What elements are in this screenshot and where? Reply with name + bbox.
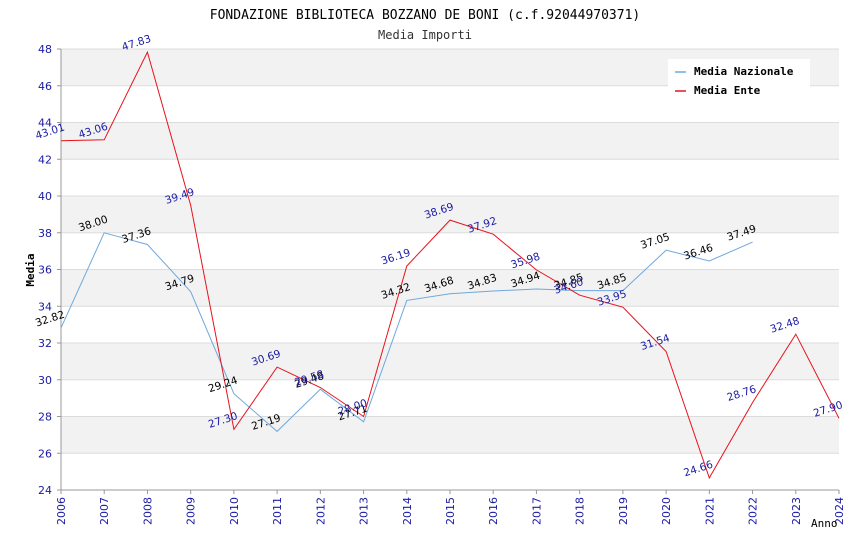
chart-title: FONDAZIONE BIBLIOTECA BOZZANO DE BONI (c… bbox=[210, 8, 640, 23]
axes bbox=[57, 48, 840, 494]
x-tick-label: 2019 bbox=[617, 497, 630, 525]
data-label: 36.19 bbox=[380, 247, 412, 268]
series-line-1 bbox=[60, 50, 840, 480]
x-tick-label: 2021 bbox=[703, 497, 716, 525]
band bbox=[61, 122, 839, 160]
y-tick-label: 36 bbox=[38, 264, 52, 277]
x-tick-label: 2018 bbox=[574, 497, 587, 525]
x-tick-label: 2016 bbox=[487, 497, 500, 525]
x-tick-label: 2009 bbox=[185, 497, 198, 525]
x-tick-label: 2013 bbox=[358, 497, 371, 525]
series-line-0 bbox=[60, 232, 753, 433]
band bbox=[61, 416, 839, 454]
background-bands bbox=[61, 49, 839, 454]
x-tick-label: 2012 bbox=[314, 497, 327, 525]
legend: Media Nazionale Media Ente bbox=[668, 59, 810, 101]
x-tick-label: 2020 bbox=[660, 497, 673, 525]
data-label: 35.98 bbox=[509, 251, 541, 272]
series-lines bbox=[60, 50, 840, 480]
y-tick-label: 40 bbox=[38, 190, 52, 203]
x-tick-label: 2022 bbox=[747, 497, 760, 525]
data-label: 36.46 bbox=[682, 242, 715, 263]
gridlines bbox=[61, 48, 839, 491]
y-tick-label: 46 bbox=[38, 80, 52, 93]
x-tick-label: 2015 bbox=[444, 497, 457, 525]
x-tick-label: 2007 bbox=[98, 497, 111, 525]
y-tick-label: 28 bbox=[38, 411, 52, 424]
x-tick-label: 2006 bbox=[55, 497, 68, 525]
x-tick-label: 2014 bbox=[401, 497, 414, 525]
data-label: 37.05 bbox=[639, 231, 671, 252]
x-tick-label: 2008 bbox=[141, 497, 154, 525]
y-tick-label: 34 bbox=[38, 300, 52, 313]
y-tick-label: 24 bbox=[38, 484, 52, 497]
x-tick-label: 2023 bbox=[790, 497, 803, 525]
y-axis-label: Media bbox=[24, 253, 37, 286]
x-tick-label: 2010 bbox=[228, 497, 241, 525]
chart-subtitle: Media Importi bbox=[378, 28, 472, 42]
y-tick-label: 30 bbox=[38, 374, 52, 387]
data-label: 32.48 bbox=[769, 315, 801, 336]
x-tick-labels: 2006 2007 2008 2009 2010 2011 2012 2013 2014 2015… bbox=[55, 497, 846, 525]
y-tick-label: 42 bbox=[38, 153, 52, 166]
x-axis-label: Anno bbox=[811, 517, 838, 530]
band bbox=[61, 196, 839, 233]
band bbox=[61, 269, 839, 307]
band bbox=[61, 343, 839, 380]
y-tick-label: 48 bbox=[38, 43, 52, 56]
y-tick-label: 32 bbox=[38, 337, 52, 350]
x-tick-label: 2017 bbox=[530, 497, 543, 525]
y-tick-label: 44 bbox=[38, 117, 52, 130]
legend-box bbox=[668, 59, 810, 101]
legend-label-media-nazionale: Media Nazionale bbox=[694, 65, 794, 78]
y-tick-label: 38 bbox=[38, 227, 52, 240]
x-tick-label: 2024 bbox=[833, 497, 846, 525]
legend-label-media-ente: Media Ente bbox=[694, 84, 761, 97]
y-tick-label: 26 bbox=[38, 447, 52, 460]
x-tick-label: 2011 bbox=[271, 497, 284, 525]
y-tick-labels: 24 26 28 30 32 34 36 38 40 42 44 46 48 bbox=[38, 43, 52, 497]
